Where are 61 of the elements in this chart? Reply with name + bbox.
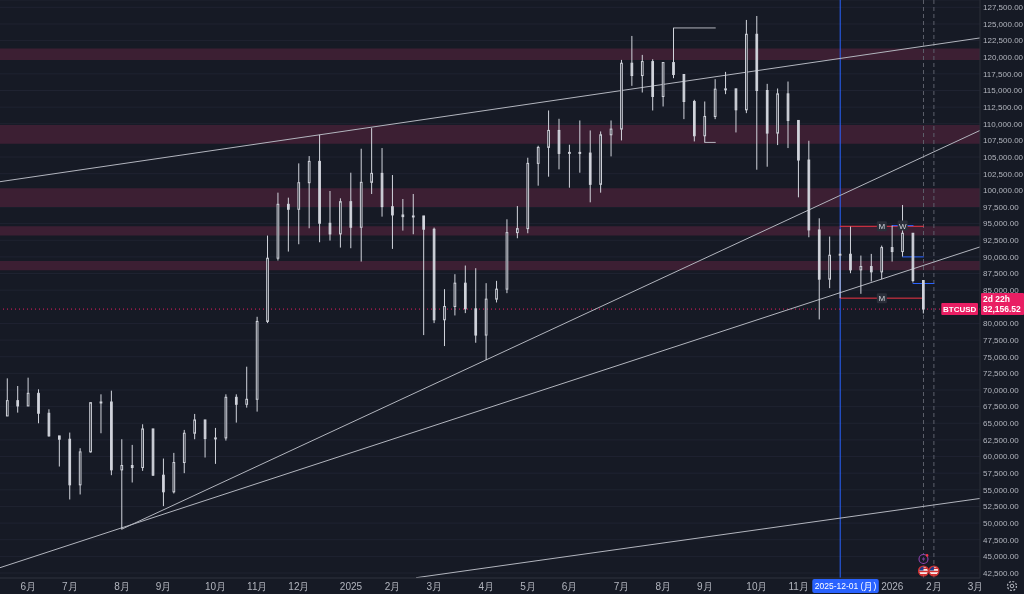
y-tick-label: 125,000.00 xyxy=(983,19,1024,29)
y-tick-label: 122,500.00 xyxy=(983,36,1024,46)
y-tick-label: 45,000.00 xyxy=(983,552,1020,562)
y-tick-label: 95,000.00 xyxy=(983,219,1020,229)
annotation: M xyxy=(878,294,886,304)
y-tick-label: 105,000.00 xyxy=(983,152,1024,162)
y-tick-label: 77,500.00 xyxy=(983,335,1020,345)
annotation: BTCUSD xyxy=(942,305,977,315)
y-tick-label: 62,500.00 xyxy=(983,435,1020,445)
y-tick-label: 65,000.00 xyxy=(983,419,1020,429)
x-tick-label: 8月 xyxy=(114,581,130,593)
y-tick-label: 102,500.00 xyxy=(983,169,1024,179)
y-tick-label: 92,500.00 xyxy=(983,236,1020,246)
x-tick-label: 7月 xyxy=(62,581,78,593)
y-tick-label: 115,000.00 xyxy=(983,86,1023,96)
y-tick-label: 97,500.00 xyxy=(983,202,1020,212)
ref-line-label: 2025-12-01 (月) xyxy=(814,580,877,592)
x-tick-label: 7月 xyxy=(613,581,630,593)
x-tick-label: 10月 xyxy=(746,581,768,593)
x-tick-label: 6月 xyxy=(561,581,578,593)
y-tick-label: 52,500.00 xyxy=(983,502,1020,512)
x-tick-label: 3月 xyxy=(426,581,443,593)
y-tick-label: 42,500.00 xyxy=(983,568,1020,578)
annotation: W xyxy=(898,221,907,231)
y-tick-label: 72,500.00 xyxy=(983,369,1020,379)
y-tick-label: 87,500.00 xyxy=(983,269,1020,279)
y-tick-label: 47,500.00 xyxy=(983,535,1020,545)
x-tick-label: 2026 xyxy=(881,581,904,593)
x-tick-label: 11月 xyxy=(247,581,268,593)
x-tick-label: 5月 xyxy=(520,581,536,593)
x-tick-label: 3月 xyxy=(967,581,984,593)
y-tick-label: 117,500.00 xyxy=(983,69,1023,79)
y-tick-label: 85,000.00 xyxy=(983,286,1020,295)
x-tick-label: 9月 xyxy=(155,581,172,593)
y-tick-label: 57,500.00 xyxy=(983,469,1020,479)
y-tick-label: 107,500.00 xyxy=(983,136,1024,146)
x-tick-label: 2025 xyxy=(339,581,363,593)
y-tick-label: 127,500.00 xyxy=(983,3,1024,13)
y-tick-label: 60,000.00 xyxy=(983,452,1020,462)
x-tick-label: 10月 xyxy=(205,581,227,593)
annotation: M xyxy=(878,222,886,232)
y-tick-label: 67,500.00 xyxy=(983,402,1020,412)
x-tick-label: 2月 xyxy=(926,581,942,593)
y-tick-label: 80,000.00 xyxy=(983,319,1020,329)
y-tick-label: 70,000.00 xyxy=(983,385,1020,395)
x-tick-label: 9月 xyxy=(697,581,713,593)
x-tick-label: 6月 xyxy=(20,581,37,593)
y-tick-label: 120,000.00 xyxy=(983,53,1024,63)
ref-line-label: 82,156.52 2d 22h xyxy=(983,294,1022,315)
y-tick-label: 55,000.00 xyxy=(983,485,1020,495)
y-tick-label: 100,000.00 xyxy=(983,186,1024,196)
x-tick-label: 4月 xyxy=(478,581,495,593)
x-tick-label: 11月 xyxy=(788,581,809,593)
y-tick-label: 75,000.00 xyxy=(983,352,1020,362)
y-tick-label: 50,000.00 xyxy=(983,518,1020,528)
y-tick-label: 90,000.00 xyxy=(983,252,1020,262)
x-tick-label: 12月 xyxy=(288,581,310,593)
y-tick-label: 110,000.00 xyxy=(983,119,1023,129)
y-tick-label: 112,500.00 xyxy=(983,102,1023,112)
x-tick-label: 8月 xyxy=(655,581,672,593)
x-tick-label: 2月 xyxy=(384,581,401,593)
